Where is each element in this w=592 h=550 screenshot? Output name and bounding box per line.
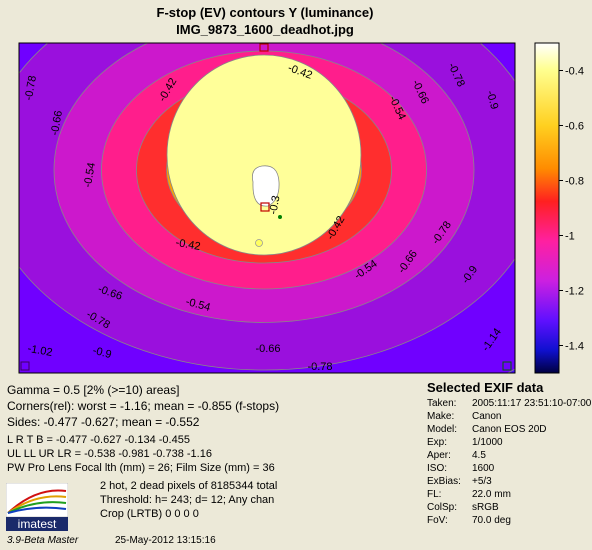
ulll-line: UL LL UR LR = -0.538 -0.981 -0.738 -1.16 <box>7 448 212 460</box>
threshold-line: Threshold: h= 243; d= 12; Any chan <box>100 494 275 506</box>
contour-label: -0.9 <box>484 89 501 110</box>
exif-value: 1/1000 <box>472 437 503 448</box>
contour-band-inner <box>166 54 362 256</box>
exif-value: 1600 <box>472 463 495 474</box>
exif-value: Canon <box>472 411 502 422</box>
exif-key: FL: <box>427 489 442 500</box>
colorbar-ticks: -0.4 -0.6 -0.8 -1 -1.2 -1.4 <box>559 66 584 353</box>
contour-label: -1.02 <box>27 343 54 359</box>
exif-key: Taken: <box>427 398 457 409</box>
contour-label: -0.78 <box>23 75 39 102</box>
exif-value: sRGB <box>472 502 499 513</box>
exif-title: Selected EXIF data <box>427 380 544 395</box>
exif-key: ExBias: <box>427 476 461 487</box>
colorbar-tick-label: -0.4 <box>565 66 584 78</box>
footer-date: 25-May-2012 13:15:16 <box>115 535 216 546</box>
exif-key: ISO: <box>427 463 448 474</box>
exif-row: FL: 22.0 mm <box>427 489 511 500</box>
colorbar-tick-label: -0.6 <box>565 121 584 133</box>
hot-pixels-line: 2 hot, 2 dead pixels of 8185344 total <box>100 480 278 492</box>
exif-value: 70.0 deg <box>472 515 511 526</box>
contour-label: -0.54 <box>82 162 98 189</box>
plot-frame <box>18 42 516 374</box>
exif-key: FoV: <box>427 515 448 526</box>
corner-marker-ll <box>20 361 30 371</box>
lrtb-line: L R T B = -0.477 -0.627 -0.134 -0.455 <box>7 434 190 446</box>
imatest-logo: imatest <box>5 482 69 531</box>
center-marker <box>255 239 263 247</box>
exif-row: Model: Canon EOS 20D <box>427 424 547 435</box>
exif-value: Canon EOS 20D <box>472 424 547 435</box>
contour-label: -0.66 <box>255 343 280 355</box>
corner-marker-lr <box>502 361 512 371</box>
exif-row: ExBias: +5/3 <box>427 476 492 487</box>
chart-title: F-stop (EV) contours Y (luminance) IMG_9… <box>0 4 530 38</box>
top-marker <box>259 43 269 52</box>
contour-label: -0.3 <box>267 195 282 216</box>
contour-peak-region <box>252 165 280 207</box>
exif-key: Make: <box>427 411 455 422</box>
imatest-logo-icon: imatest <box>5 482 69 531</box>
exif-key: Exp: <box>427 437 448 448</box>
exif-row: Make: Canon <box>427 411 501 422</box>
exif-key: ColSp: <box>427 502 458 513</box>
colorbar-tick-label: -1.2 <box>565 286 584 298</box>
logo-text: imatest <box>18 517 57 531</box>
contour-plot: -0.42-0.42-0.42-0.42-0.54-0.54-0.54-0.54… <box>18 42 584 374</box>
plot-markers <box>20 43 512 371</box>
contour-label: -0.9 <box>91 345 112 362</box>
colorbar-tick-label: -1.4 <box>565 341 584 353</box>
exif-key: Model: <box>427 424 458 435</box>
exif-row: Taken: 2005:11:17 23:51:10-07:00 <box>427 398 591 409</box>
exif-value: 4.5 <box>472 450 486 461</box>
title-line-2: IMG_9873_1600_deadhot.jpg <box>176 22 354 37</box>
gamma-line: Gamma = 0.5 [2% (>=10) areas] <box>7 383 180 397</box>
colorbar <box>534 42 560 374</box>
footer-version: 3.9-Beta Master <box>7 535 79 546</box>
exif-key: Aper: <box>427 450 451 461</box>
colorbar-tick-label: -0.8 <box>565 176 584 188</box>
sides-line: Sides: -0.477 -0.627; mean = -0.552 <box>7 415 200 429</box>
exif-row: ISO: 1600 <box>427 463 494 474</box>
exif-row: Exp: 1/1000 <box>427 437 503 448</box>
exif-row: FoV: 70.0 deg <box>427 515 511 526</box>
corners-line: Corners(rel): worst = -1.16; mean = -0.8… <box>7 399 280 413</box>
exif-value: 22.0 mm <box>472 489 511 500</box>
contour-label: -0.66 <box>49 110 65 137</box>
contour-label: -0.78 <box>307 361 332 373</box>
contour-label: -0.42 <box>175 237 202 253</box>
colorbar-tick-label: -1 <box>565 231 575 243</box>
centroid-marker <box>278 215 282 219</box>
title-line-1: F-stop (EV) contours Y (luminance) <box>156 5 374 20</box>
contour-bands <box>19 43 515 373</box>
pwpro-line: PW Pro Lens Focal lth (mm) = 26; Film Si… <box>7 462 275 474</box>
exif-value: 2005:11:17 23:51:10-07:00 <box>472 398 592 409</box>
exif-row: Aper: 4.5 <box>427 450 486 461</box>
exif-value: +5/3 <box>472 476 492 487</box>
peak-marker <box>260 202 270 212</box>
crop-line: Crop (LRTB) 0 0 0 0 <box>100 508 199 520</box>
exif-row: ColSp: sRGB <box>427 502 499 513</box>
